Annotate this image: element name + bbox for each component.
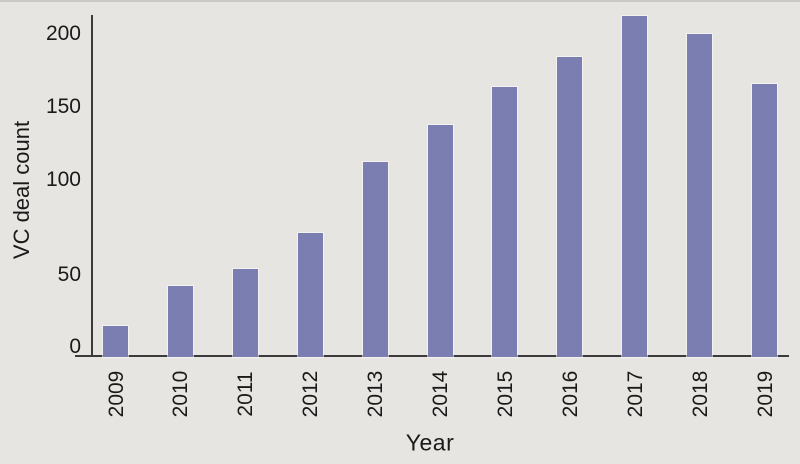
bar-2010 bbox=[166, 285, 194, 358]
bar-2014 bbox=[426, 123, 454, 358]
bar-2019 bbox=[751, 82, 778, 358]
x-tick-label-2014: 2014 bbox=[429, 370, 452, 418]
y-tick-label-100: 100 bbox=[45, 168, 81, 191]
y-tick-label-0: 0 bbox=[69, 335, 81, 358]
bar-2012 bbox=[296, 232, 324, 358]
bar-2009 bbox=[102, 324, 129, 358]
x-axis-title: Year bbox=[405, 429, 455, 456]
x-tick-label-2018: 2018 bbox=[688, 370, 712, 418]
bar-2016 bbox=[556, 56, 584, 358]
x-tick-label-2009: 2009 bbox=[104, 370, 128, 418]
y-axis-line bbox=[91, 15, 93, 357]
x-tick-label-2012: 2012 bbox=[299, 370, 323, 418]
bar-2015 bbox=[491, 85, 519, 358]
bar-2017 bbox=[621, 15, 649, 358]
bar-2013 bbox=[361, 161, 389, 358]
x-tick-label-2013: 2013 bbox=[364, 370, 388, 418]
bar-2018 bbox=[686, 33, 714, 358]
bar-2011 bbox=[231, 268, 259, 358]
y-tick-label-150: 150 bbox=[45, 95, 81, 118]
x-tick-label-2015: 2015 bbox=[493, 370, 517, 418]
y-tick-label-50: 50 bbox=[57, 263, 81, 286]
x-tick-label-2017: 2017 bbox=[623, 370, 647, 418]
x-tick-label-2011: 2011 bbox=[234, 371, 258, 417]
x-tick-label-2019: 2019 bbox=[753, 370, 777, 418]
x-tick-label-2016: 2016 bbox=[558, 370, 582, 418]
x-tick-label-2010: 2010 bbox=[169, 370, 193, 418]
y-tick-label-200: 200 bbox=[45, 22, 81, 45]
